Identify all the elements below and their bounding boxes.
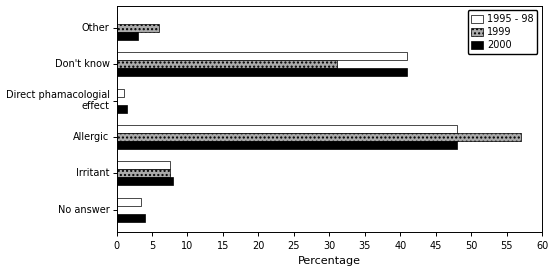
Bar xyxy=(116,89,124,97)
Bar xyxy=(116,161,170,169)
Bar xyxy=(116,125,457,133)
Bar xyxy=(116,133,521,141)
Bar xyxy=(116,24,159,32)
Bar xyxy=(116,177,173,185)
Bar xyxy=(116,68,408,76)
Bar xyxy=(116,141,457,149)
X-axis label: Percentage: Percentage xyxy=(298,256,361,267)
Bar xyxy=(116,52,408,60)
Bar xyxy=(116,32,138,40)
Bar xyxy=(116,214,145,222)
Legend: 1995 - 98, 1999, 2000: 1995 - 98, 1999, 2000 xyxy=(468,10,537,54)
Bar xyxy=(116,104,127,113)
Bar xyxy=(116,60,336,68)
Bar xyxy=(116,197,141,206)
Bar xyxy=(116,169,170,177)
